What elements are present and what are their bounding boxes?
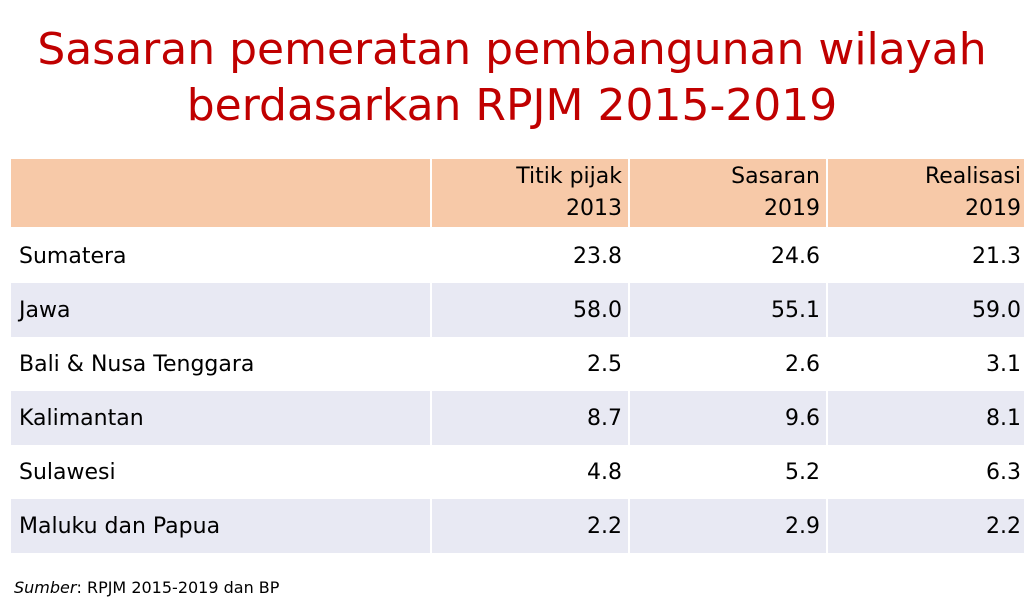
table-header-row: Titik pijak 2013 Sasaran 2019 Realisasi …	[11, 159, 1024, 227]
table-row: Kalimantan 8.7 9.6 8.1	[11, 391, 1024, 445]
actual-cell: 8.1	[827, 391, 1024, 445]
baseline-cell: 4.8	[431, 445, 630, 499]
target-cell: 5.2	[629, 445, 828, 499]
source-label: Sumber	[14, 578, 77, 597]
header-target: Sasaran 2019	[629, 159, 828, 227]
header-actual: Realisasi 2019	[827, 159, 1024, 227]
page-title: Sasaran pemeratan pembangunan wilayah be…	[0, 22, 1024, 134]
region-cell: Maluku dan Papua	[11, 499, 432, 553]
data-table: Titik pijak 2013 Sasaran 2019 Realisasi …	[11, 159, 1024, 553]
actual-cell: 21.3	[827, 229, 1024, 283]
actual-cell: 59.0	[827, 283, 1024, 337]
table-row: Maluku dan Papua 2.2 2.9 2.2	[11, 499, 1024, 553]
target-cell: 2.9	[629, 499, 828, 553]
header-target-line2: 2019	[764, 196, 820, 221]
header-baseline: Titik pijak 2013	[431, 159, 630, 227]
header-target-line1: Sasaran	[731, 164, 820, 189]
target-cell: 9.6	[629, 391, 828, 445]
header-actual-line2: 2019	[965, 196, 1021, 221]
baseline-cell: 23.8	[431, 229, 630, 283]
table-row: Sumatera 23.8 24.6 21.3	[11, 229, 1024, 283]
actual-cell: 3.1	[827, 337, 1024, 391]
source-text: : RPJM 2015-2019 dan BP	[76, 578, 280, 597]
header-region	[11, 159, 432, 227]
region-cell: Jawa	[11, 283, 432, 337]
region-cell: Sumatera	[11, 229, 432, 283]
target-cell: 55.1	[629, 283, 828, 337]
title-line-2: berdasarkan RPJM 2015-2019	[186, 80, 838, 131]
baseline-cell: 2.2	[431, 499, 630, 553]
header-actual-line1: Realisasi	[924, 164, 1021, 189]
title-line-1: Sasaran pemeratan pembangunan wilayah	[37, 24, 987, 75]
table-row: Bali & Nusa Tenggara 2.5 2.6 3.1	[11, 337, 1024, 391]
actual-cell: 2.2	[827, 499, 1024, 553]
baseline-cell: 8.7	[431, 391, 630, 445]
baseline-cell: 2.5	[431, 337, 630, 391]
actual-cell: 6.3	[827, 445, 1024, 499]
table-row: Sulawesi 4.8 5.2 6.3	[11, 445, 1024, 499]
target-cell: 24.6	[629, 229, 828, 283]
header-baseline-line2: 2013	[566, 196, 622, 221]
region-cell: Sulawesi	[11, 445, 432, 499]
baseline-cell: 58.0	[431, 283, 630, 337]
region-cell: Kalimantan	[11, 391, 432, 445]
table-row: Jawa 58.0 55.1 59.0	[11, 283, 1024, 337]
header-baseline-line1: Titik pijak	[516, 164, 622, 189]
target-cell: 2.6	[629, 337, 828, 391]
source-note: Sumber: RPJM 2015-2019 dan BP	[14, 578, 279, 597]
region-cell: Bali & Nusa Tenggara	[11, 337, 432, 391]
